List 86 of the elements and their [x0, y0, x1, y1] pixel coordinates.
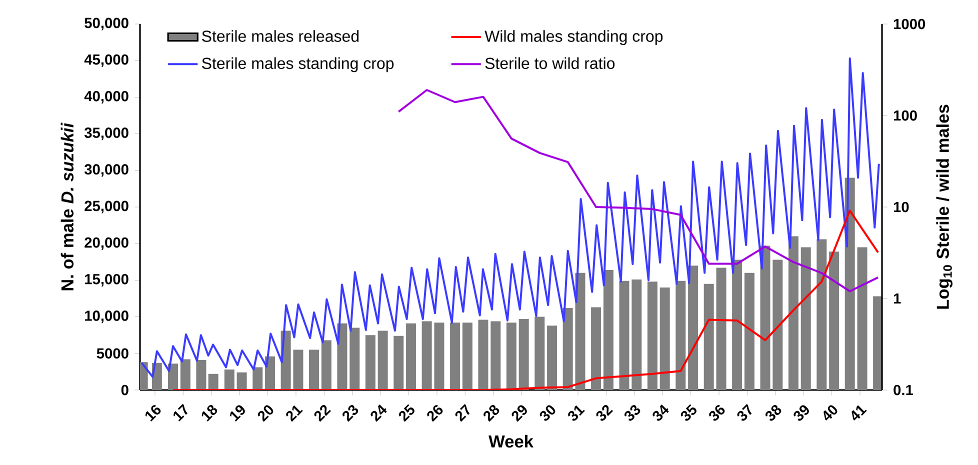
x-tick-label: 28 [484, 404, 500, 422]
y-tick-label: 50,000 [84, 18, 128, 30]
y2-tick-label: 1000 [894, 18, 926, 30]
x-tick-label: 37 [737, 404, 752, 421]
x-tick-label: 25 [398, 404, 414, 422]
x-tick-label: 21 [286, 405, 303, 422]
y2-tick-label: 100 [894, 110, 917, 121]
bar [844, 178, 855, 390]
y2-tick-label: 1 [894, 293, 901, 304]
y-tick-label: 40,000 [84, 90, 128, 104]
bar [293, 350, 304, 390]
bar [704, 284, 714, 390]
legend-label: Sterile males standing crop [202, 57, 394, 72]
bar [534, 316, 545, 390]
bar [394, 336, 404, 390]
bar [760, 246, 770, 390]
x-tick-label: 36 [709, 405, 725, 421]
x-tick-label: 30 [540, 405, 556, 421]
bar [732, 260, 742, 390]
bar [422, 321, 432, 390]
x-tick-label: 16 [145, 405, 161, 422]
x-tick-label: 40 [824, 405, 838, 421]
x-tick-label: 29 [512, 405, 527, 422]
x-tick-label: 22 [314, 405, 331, 422]
bar [562, 308, 573, 390]
bar [196, 360, 206, 390]
bar [462, 322, 472, 390]
x-tick-label: 33 [624, 405, 640, 421]
y-axis-title: N. of male D. suzukii [60, 122, 74, 290]
x-tick-label: 17 [173, 404, 188, 422]
x-tick-label: 23 [342, 405, 358, 422]
y-tick-label: 20,000 [84, 237, 128, 250]
bar [350, 328, 360, 390]
bar [434, 322, 444, 390]
x-axis-title: Week [488, 434, 534, 448]
bar [591, 307, 602, 390]
bar [378, 330, 388, 390]
bar [236, 372, 247, 390]
bar [180, 359, 190, 390]
y-tick-label: 45,000 [84, 54, 128, 67]
legend-label: Sterile to wild ratio [485, 57, 615, 70]
bar [406, 323, 416, 390]
bar [208, 374, 218, 390]
bar [478, 320, 488, 390]
bar [816, 239, 827, 390]
x-tick-label: 24 [370, 404, 387, 422]
bar [450, 322, 460, 390]
y-tick-label: 5000 [96, 348, 128, 359]
x-tick-label: 32 [596, 405, 614, 421]
bar [619, 280, 630, 390]
x-tick-label: 39 [794, 405, 809, 421]
x-tick-label: 34 [652, 404, 669, 421]
bar [365, 335, 376, 390]
bar [676, 280, 686, 390]
bar [224, 370, 234, 390]
line-series [140, 57, 880, 378]
bar [321, 340, 332, 390]
x-tick-label: 26 [427, 405, 443, 422]
x-tick-label: 41 [852, 405, 867, 420]
x-tick-label: 31 [568, 405, 585, 421]
x-tick-label: 35 [680, 404, 696, 421]
x-tick-label: 27 [455, 404, 470, 422]
x-tick-label: 38 [766, 404, 782, 421]
y-tick-label: 10,000 [85, 310, 128, 324]
x-tick-label: 18 [202, 404, 218, 422]
bar [337, 323, 348, 390]
x-tick-label: 19 [230, 405, 245, 422]
bar [490, 321, 501, 390]
y-tick-label: 0 [121, 384, 128, 396]
y-tick-label: 35,000 [84, 128, 128, 140]
x-tick-label: 20 [258, 405, 274, 422]
line-series [398, 89, 880, 292]
bar [252, 367, 263, 390]
bar [168, 364, 178, 390]
y2-tick-label: 10 [894, 202, 909, 212]
y-tick-label: 15,000 [85, 274, 128, 286]
bar [506, 322, 516, 390]
y-tick-label: 25,000 [84, 200, 128, 214]
bar [788, 236, 798, 390]
legend-label: Wild males standing crop [484, 30, 663, 46]
y-tick-label: 30,000 [84, 164, 128, 177]
legend-label: Sterile males released [202, 30, 359, 42]
bar [309, 350, 320, 390]
y2-axis-title: Log$_{10}$ Sterile / wild males [936, 104, 952, 309]
bar [647, 282, 658, 390]
y2-tick-label: 0.1 [894, 384, 913, 396]
